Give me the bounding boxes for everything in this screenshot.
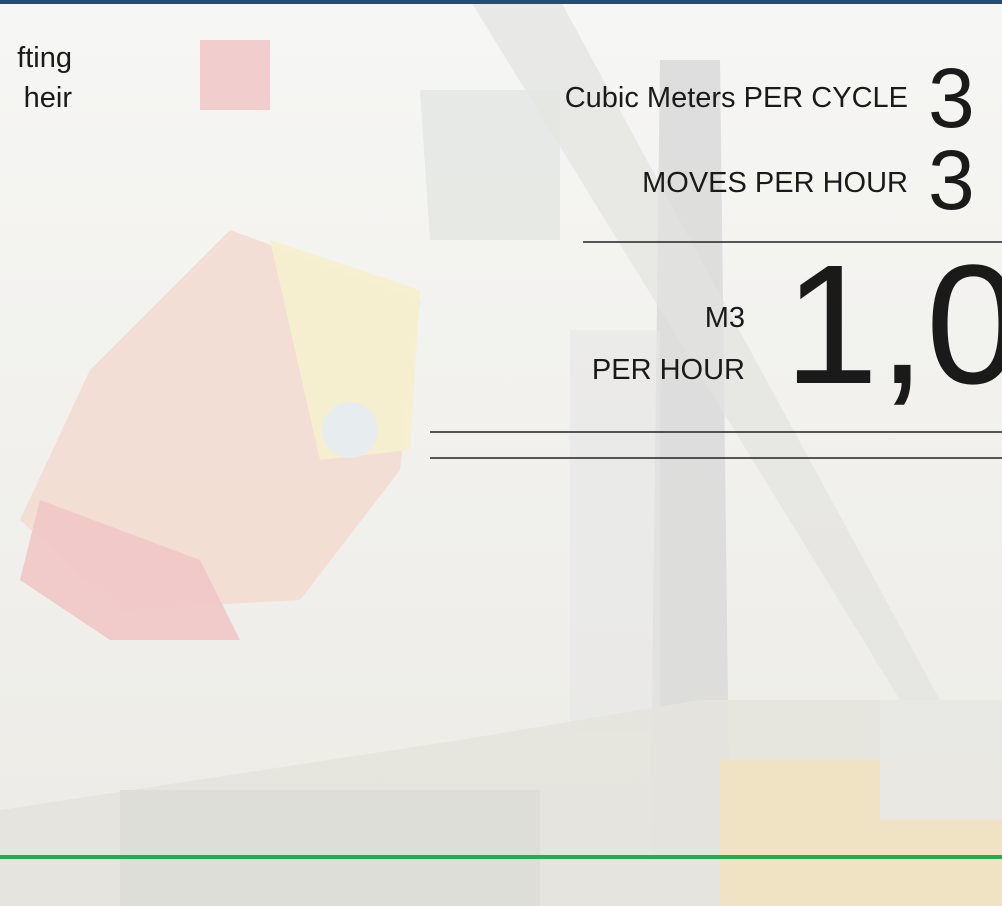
body-text: fting — [17, 44, 72, 73]
metric-value: 1,0 — [784, 240, 1002, 410]
metric-label: Cubic Meters PER CYCLE — [565, 84, 908, 113]
body-text: heir — [24, 84, 72, 113]
slide: fting heir Cubic Meters PER CYCLE 3 MOVE… — [0, 0, 1002, 906]
background-photo — [0, 0, 1002, 906]
metric-label: MOVES PER HOUR — [642, 169, 908, 198]
metric-label: M3 — [705, 304, 745, 333]
metric-value: 3 — [928, 138, 975, 222]
metric-label: PER HOUR — [592, 356, 745, 385]
metric-value: 3 — [928, 56, 975, 140]
